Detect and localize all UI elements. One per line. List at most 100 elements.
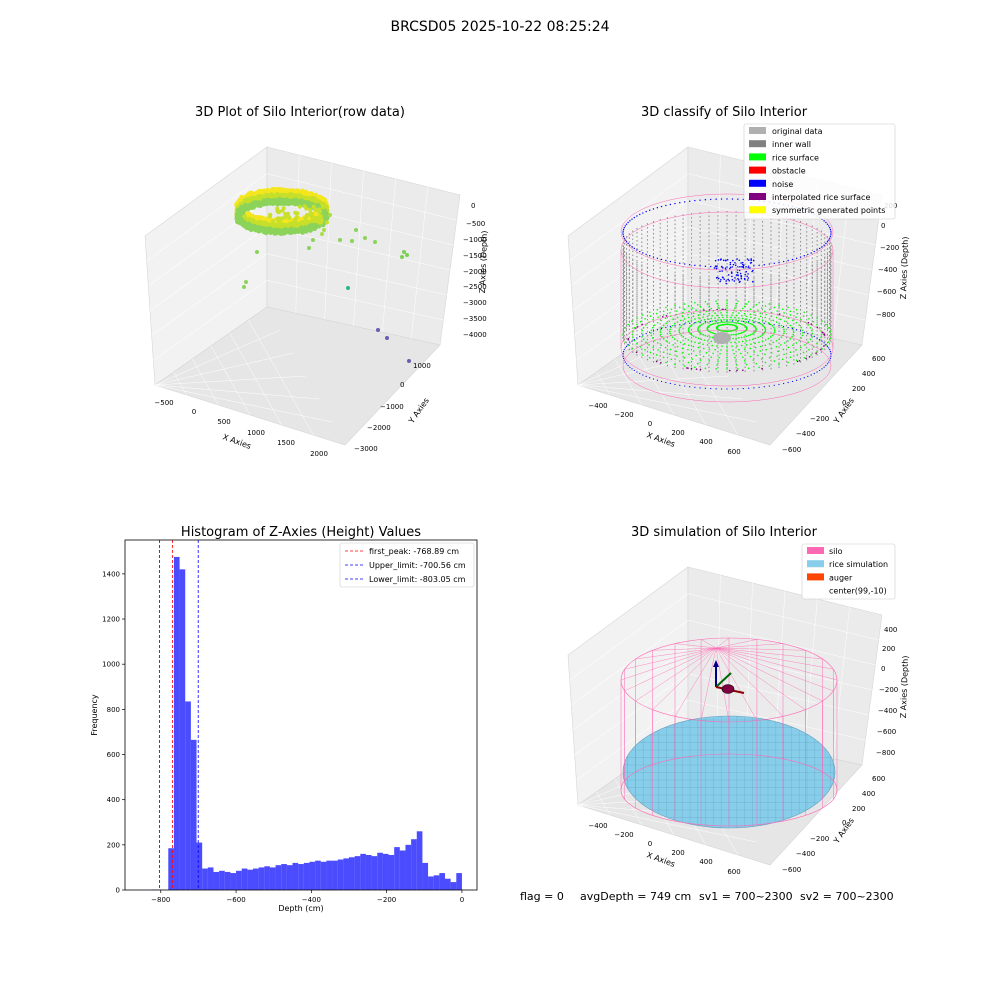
classify-wall-point [735, 275, 737, 277]
classify-wall-point [824, 301, 826, 303]
grid-line [153, 280, 268, 361]
classify-wall-point [636, 252, 638, 254]
classify-rice-point [810, 314, 812, 316]
classify-wall-point [682, 214, 684, 216]
classify-wall-point [632, 351, 634, 353]
classify-rice-point [726, 349, 728, 351]
classify-z-tick: 0 [881, 222, 885, 230]
classify-wall-point [735, 370, 737, 373]
classify-wall-point [735, 243, 737, 245]
classify-z-ticks: 200 0 −200 −400 −600 −800 [876, 202, 899, 319]
classify-wall-point [636, 302, 638, 304]
classify-wall-point [827, 301, 828, 304]
classify-wall-point [800, 329, 802, 331]
classify-rice-point [702, 355, 705, 358]
classify-wall-point [744, 302, 746, 304]
classify-wall-point [622, 339, 624, 342]
classify-wall-point [659, 327, 661, 329]
classify-wall-point [646, 283, 648, 285]
histogram-bar [264, 866, 270, 890]
classify-wall-point [800, 224, 802, 227]
classify-rice-point [736, 333, 738, 335]
classify-noise-point [742, 263, 744, 266]
classify-wall-point [674, 275, 676, 278]
raw-point [275, 209, 280, 214]
classify-interpolated-point [687, 367, 689, 369]
classify-wall-point [691, 320, 692, 323]
classify-wall-point [820, 254, 822, 257]
classify-wall-point [829, 279, 830, 281]
classify-wall-point [811, 313, 813, 315]
classify-wall-point [793, 315, 795, 317]
classify-rice-point [639, 320, 642, 323]
classify-wall-point [653, 292, 654, 295]
classify-rice-point [743, 336, 745, 338]
classify-rice-point [736, 345, 738, 347]
classify-noise-point [720, 278, 722, 281]
raw-point [292, 201, 298, 207]
classify-wall-point [636, 282, 638, 284]
raw-point [385, 336, 389, 340]
classify-wall-point [753, 357, 755, 360]
classify-wall-point [653, 321, 654, 323]
classify-rice-point [743, 305, 746, 308]
classify-wall-point [726, 219, 728, 221]
classify-noise-point [652, 256, 655, 258]
classify-rice-point [627, 323, 629, 326]
classify-rice-point [716, 345, 718, 347]
classify-noise-point [694, 322, 696, 324]
classify-wall-point [653, 341, 654, 343]
classify-rice-point [703, 318, 706, 321]
classify-wall-point [744, 259, 746, 262]
classify-wall-point [786, 305, 788, 307]
classify-wall-point [778, 263, 780, 266]
classify-wall-point [628, 344, 630, 347]
classify-wall-point [636, 256, 638, 258]
classify-wall-point [830, 303, 832, 306]
classify-wall-point [626, 252, 628, 254]
classify-rice-point [773, 328, 776, 330]
classify-y-tick: −600 [782, 446, 801, 454]
classify-wall-point [830, 271, 832, 274]
classify-wall-point [682, 298, 684, 300]
classify-wall-point [816, 292, 818, 294]
classify-wall-point [811, 237, 813, 239]
classify-wall-point [830, 262, 832, 264]
classify-wall-point [793, 290, 795, 293]
classify-wall-point [762, 289, 764, 291]
classify-rice-point [669, 332, 671, 335]
classify-wall-point [632, 327, 634, 329]
classify-rice-point [778, 338, 781, 340]
histogram-bar [269, 867, 276, 890]
classify-rice-point [811, 329, 813, 332]
classify-rice-point [791, 344, 794, 347]
classify-wall-point [786, 221, 788, 223]
classify-wall-point [636, 274, 638, 276]
classify-wall-point [674, 274, 676, 276]
histogram-bar [388, 855, 395, 890]
classify-wall-point [829, 338, 830, 341]
classify-noise-point [683, 263, 686, 265]
classify-wall-point [793, 218, 795, 221]
classify-inner-wall-points [622, 211, 832, 373]
classify-wall-point [628, 249, 630, 251]
classify-rice-point [769, 323, 772, 326]
classify-rice-point [656, 321, 659, 324]
classify-wall-point [708, 303, 710, 306]
classify-rice-point [734, 356, 736, 359]
classify-rice-point [708, 305, 711, 308]
classify-wall-point [800, 252, 802, 255]
classify-wall-point [641, 233, 643, 235]
classify-noise-point [737, 274, 739, 277]
classify-wall-point [653, 357, 654, 359]
classify-wall-point [770, 250, 772, 252]
classify-rice-point [759, 345, 762, 348]
classify-rice-point [812, 320, 815, 323]
classify-wall-point [830, 315, 832, 318]
classify-wall-point [786, 320, 788, 323]
classify-wall-point [624, 271, 626, 273]
classify-wall-point [691, 344, 692, 347]
classify-wall-point [632, 286, 634, 289]
classify-legend-label: inner wall [772, 140, 811, 149]
classify-wall-point [674, 294, 676, 296]
